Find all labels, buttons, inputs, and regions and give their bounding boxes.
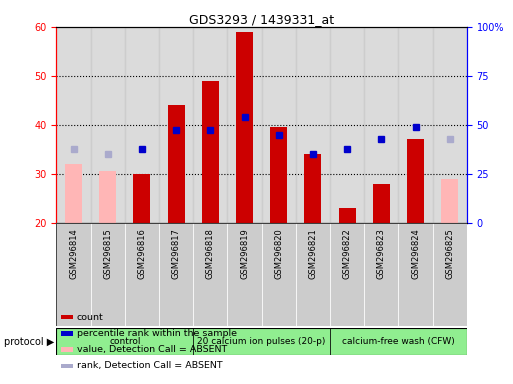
Bar — [441, 179, 458, 223]
Bar — [330, 27, 364, 223]
Text: GSM296823: GSM296823 — [377, 228, 386, 279]
Bar — [159, 27, 193, 223]
Bar — [61, 331, 73, 336]
Bar — [159, 223, 193, 326]
Bar — [364, 27, 399, 223]
Bar — [168, 105, 185, 223]
Bar — [193, 27, 227, 223]
Text: calcium-free wash (CFW): calcium-free wash (CFW) — [342, 337, 455, 346]
Text: GSM296820: GSM296820 — [274, 228, 283, 279]
Bar — [227, 223, 262, 326]
Bar — [61, 315, 73, 319]
Text: GSM296814: GSM296814 — [69, 228, 78, 279]
Text: GSM296819: GSM296819 — [240, 228, 249, 279]
Bar — [193, 223, 227, 326]
Bar — [202, 81, 219, 223]
Text: count: count — [77, 313, 104, 321]
Bar — [339, 208, 356, 223]
Bar — [193, 328, 330, 355]
Bar — [399, 27, 432, 223]
Bar — [227, 27, 262, 223]
Bar — [61, 348, 73, 352]
Bar — [262, 223, 296, 326]
Bar — [236, 32, 253, 223]
Bar — [330, 328, 467, 355]
Bar — [91, 27, 125, 223]
Bar — [65, 164, 82, 223]
Text: protocol ▶: protocol ▶ — [4, 337, 54, 347]
Text: GSM296815: GSM296815 — [103, 228, 112, 279]
Bar — [56, 223, 91, 326]
Text: GSM296816: GSM296816 — [137, 228, 146, 279]
Bar — [373, 184, 390, 223]
Bar — [133, 174, 150, 223]
Bar — [432, 27, 467, 223]
Bar — [270, 127, 287, 223]
Bar — [262, 27, 296, 223]
Bar — [91, 223, 125, 326]
Text: GSM296822: GSM296822 — [343, 228, 351, 279]
Text: GSM296821: GSM296821 — [308, 228, 318, 279]
Text: GSM296825: GSM296825 — [445, 228, 454, 279]
Bar — [407, 139, 424, 223]
Bar — [399, 223, 432, 326]
Bar — [56, 27, 91, 223]
Bar — [125, 27, 159, 223]
Text: control: control — [109, 337, 141, 346]
Text: GSM296817: GSM296817 — [172, 228, 181, 279]
Bar — [330, 223, 364, 326]
Text: GSM296818: GSM296818 — [206, 228, 215, 279]
Title: GDS3293 / 1439331_at: GDS3293 / 1439331_at — [189, 13, 334, 26]
Bar — [61, 364, 73, 368]
Text: rank, Detection Call = ABSENT: rank, Detection Call = ABSENT — [77, 361, 223, 371]
Bar — [432, 223, 467, 326]
Text: 20 calcium ion pulses (20-p): 20 calcium ion pulses (20-p) — [198, 337, 326, 346]
Text: value, Detection Call = ABSENT: value, Detection Call = ABSENT — [77, 345, 227, 354]
Text: percentile rank within the sample: percentile rank within the sample — [77, 329, 237, 338]
Bar — [364, 223, 399, 326]
Text: GSM296824: GSM296824 — [411, 228, 420, 279]
Bar — [304, 154, 322, 223]
Bar — [99, 171, 116, 223]
Bar — [56, 328, 193, 355]
Bar — [296, 223, 330, 326]
Bar — [296, 27, 330, 223]
Bar — [125, 223, 159, 326]
